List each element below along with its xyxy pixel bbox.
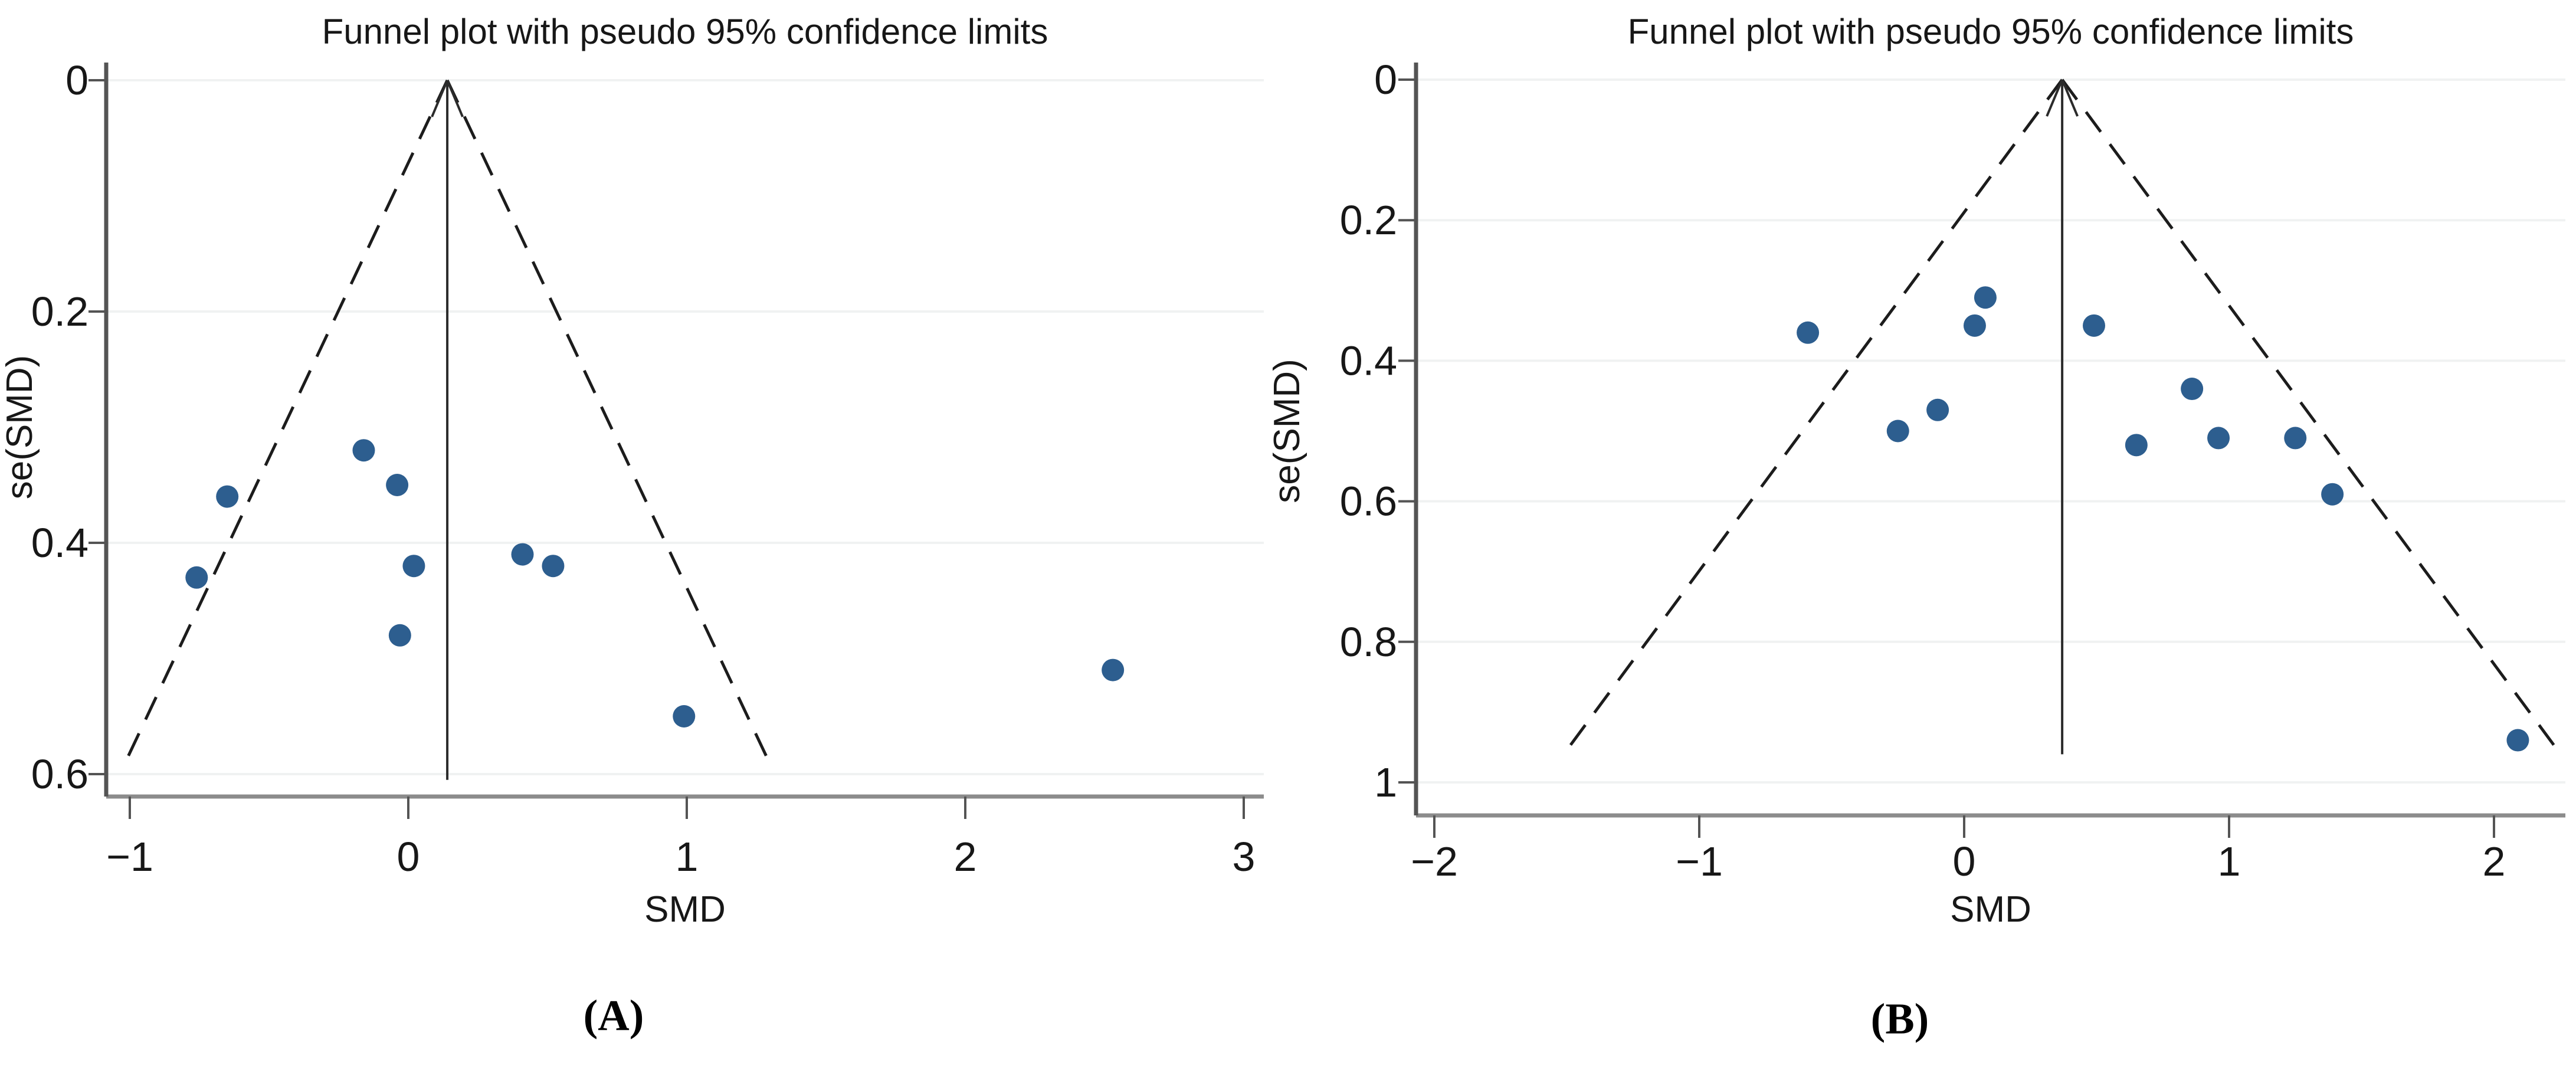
x-tick-label: 2 [954,834,977,880]
y-tick-label: 0.4 [1340,337,1397,384]
confidence-limit-right [445,79,771,763]
plot-title: Funnel plot with pseudo 95% confidence l… [322,12,1048,51]
y-tick-label: 0.4 [31,520,89,566]
x-tick-label: 2 [2483,838,2506,884]
y-axis-label: se(SMD) [1267,359,1307,503]
y-tick-label: 0.2 [31,289,89,335]
data-point [2125,434,2148,457]
x-tick-label: −1 [106,834,153,880]
data-point [673,705,696,728]
data-point [2321,483,2344,506]
y-tick-label: 0.6 [1340,479,1397,525]
x-tick-label: −1 [1676,838,1723,884]
x-tick-label: 3 [1233,834,1256,880]
y-tick-label: 0.2 [1340,197,1397,243]
funnel-plot-panel-b: −2 −1 0 1 2 0 0.2 0.4 0.6 0.8 1 Funnel plot with ps… [1267,12,2565,930]
confidence-limit-left [1568,78,2064,748]
data-point [1963,314,1986,337]
plot-title: Funnel plot with pseudo 95% confidence l… [1628,12,2354,51]
pooled-arrowhead [2046,79,2063,117]
pooled-arrowhead [2061,79,2079,117]
x-tick-label: 1 [676,834,699,880]
data-point [511,543,534,566]
data-point [386,474,409,496]
pooled-arrowhead [431,80,448,117]
confidence-limit-left [123,79,449,763]
data-point [542,555,565,578]
funnel-plot-panel-a: −1 0 1 2 3 0 0.2 0.4 0.6 Funnel plot with pseudo … [0,12,1264,930]
y-tick-label: 0 [65,57,89,103]
data-point [1797,321,1820,344]
y-axis-label: se(SMD) [0,355,40,500]
panel-b-caption: (B) [1870,995,1929,1044]
data-point [185,566,208,589]
x-tick-label: 0 [1953,838,1976,884]
data-point [1974,286,1997,309]
data-point [352,439,375,462]
y-tick-label: 1 [1374,759,1397,805]
x-tick-label: 0 [397,834,420,880]
x-axis-label: SMD [644,889,726,930]
data-point [2181,378,2204,401]
data-point [2083,314,2106,337]
data-point [1926,398,1949,421]
y-tick-label: 0 [1374,57,1397,103]
pooled-arrowhead [446,80,464,117]
data-point [2506,729,2529,752]
data-point [2207,427,2230,450]
x-axis-label: SMD [1950,889,2031,930]
data-point [216,485,239,508]
data-point [388,624,411,647]
x-tick-label: −2 [1411,838,1458,884]
x-tick-label: 1 [2218,838,2241,884]
y-tick-label: 0.6 [31,751,89,797]
data-point [2284,427,2307,450]
data-point [1102,658,1125,681]
confidence-limit-right [2061,78,2557,748]
data-point [1886,420,1909,443]
panel-a-caption: (A) [583,991,644,1040]
data-point [402,555,425,578]
y-tick-label: 0.8 [1340,619,1397,665]
